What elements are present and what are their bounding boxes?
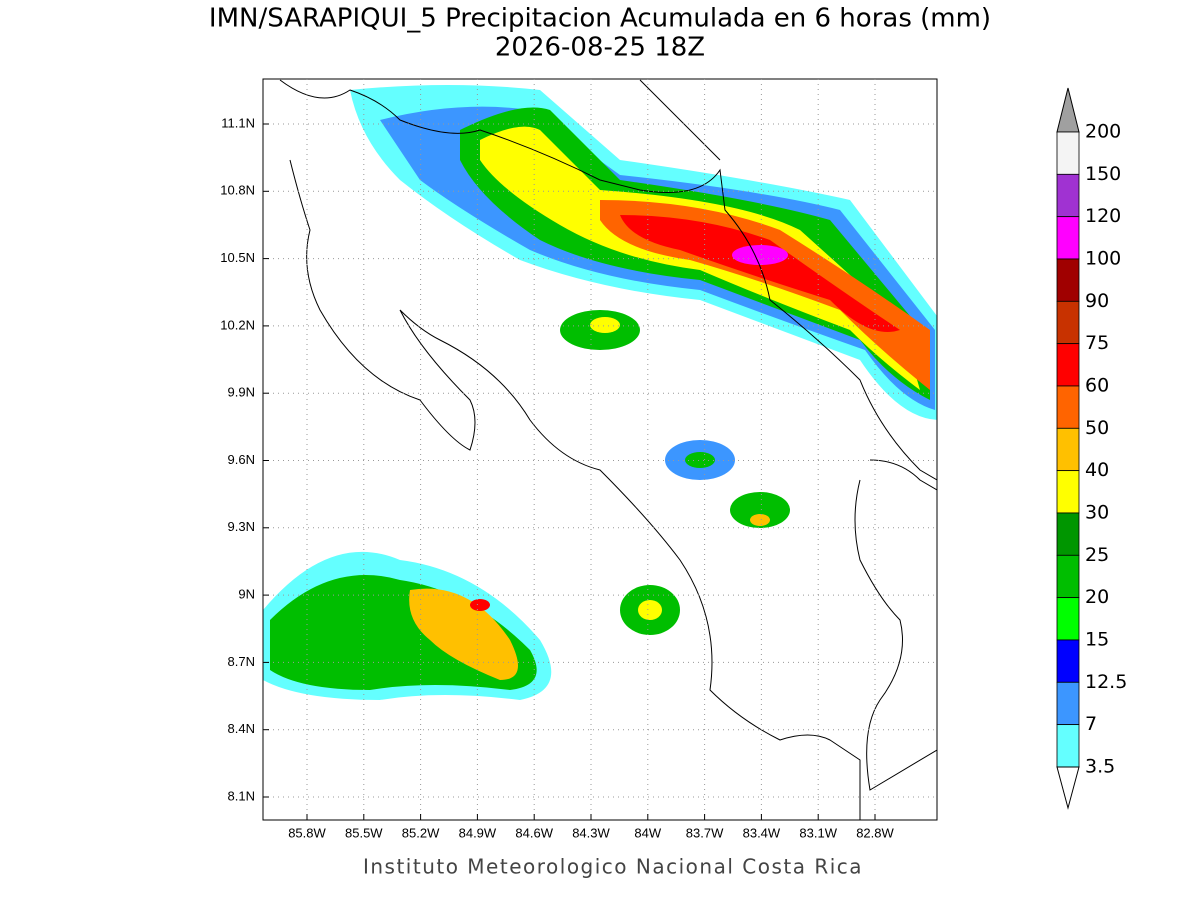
lon-label: 84.9W — [459, 825, 497, 840]
colorbar-label: 60 — [1085, 374, 1109, 396]
lon-label: 83.4W — [743, 825, 781, 840]
colorbar-box — [1056, 470, 1080, 514]
colorbar-label: 200 — [1085, 121, 1121, 143]
colorbar-box — [1056, 258, 1080, 302]
colorbar-label: 7 — [1085, 713, 1097, 735]
lat-label: 10.2N — [220, 317, 255, 332]
colorbar-box — [1056, 173, 1080, 218]
lat-label: 10.5N — [220, 250, 255, 265]
lon-label: 82.8W — [856, 825, 894, 840]
colorbar-box — [1056, 216, 1080, 260]
lat-label: 8.4N — [228, 721, 255, 736]
colorbar-label: 120 — [1085, 205, 1121, 227]
colorbar-box — [1056, 512, 1080, 556]
colorbar-label: 150 — [1085, 163, 1121, 185]
colorbar-label: 12.5 — [1085, 671, 1127, 693]
colorbar-label: 100 — [1085, 247, 1121, 269]
lat-label: 9.3N — [228, 519, 255, 534]
colorbar-label: 75 — [1085, 332, 1109, 354]
lon-label: 84W — [634, 825, 661, 840]
colorbar-box — [1056, 427, 1080, 472]
colorbar-label: 30 — [1085, 501, 1109, 523]
lon-label: 83.7W — [686, 825, 724, 840]
colorbar-label: 40 — [1085, 459, 1109, 481]
colorbar-box — [1056, 554, 1080, 599]
colorbar-label: 25 — [1085, 544, 1109, 566]
colorbar-under — [1056, 766, 1080, 810]
lat-label: 9N — [238, 587, 255, 602]
colorbar-box — [1056, 385, 1080, 429]
lon-label: 85.8W — [288, 825, 326, 840]
lat-label: 11.1N — [221, 115, 255, 130]
colorbar-box — [1056, 343, 1080, 387]
map-frame — [262, 78, 938, 821]
precip-field — [263, 85, 937, 700]
colorbar-box — [1056, 639, 1080, 683]
lat-label: 10.8N — [220, 183, 255, 198]
lat-label: 8.1N — [228, 788, 255, 803]
colorbar-box — [1056, 131, 1080, 175]
lon-label: 85.2W — [402, 825, 440, 840]
colorbar-box — [1056, 724, 1080, 768]
lat-label: 8.7N — [228, 654, 255, 669]
lon-label: 84.3W — [572, 825, 610, 840]
lat-label: 9.9N — [228, 385, 255, 400]
subtitle: 2026-08-25 18Z — [495, 33, 705, 63]
colorbar-label: 20 — [1085, 586, 1109, 608]
colorbar-label: 90 — [1085, 290, 1109, 312]
colorbar-over — [1056, 87, 1080, 133]
lon-label: 84.6W — [515, 825, 553, 840]
lon-label: 83.1W — [799, 825, 837, 840]
colorbar-box — [1056, 681, 1080, 726]
colorbar-label: 3.5 — [1085, 755, 1115, 777]
colorbar-box — [1056, 597, 1080, 641]
footer: Instituto Meteorologico Nacional Costa R… — [363, 855, 863, 879]
colorbar-label: 15 — [1085, 628, 1109, 650]
colorbar-box — [1056, 300, 1080, 345]
title: IMN/SARAPIQUI_5 Precipitacion Acumulada … — [209, 4, 991, 34]
lat-label: 9.6N — [228, 452, 255, 467]
map — [262, 78, 938, 821]
lon-label: 85.5W — [345, 825, 383, 840]
coastline — [279, 79, 937, 820]
colorbar-label: 50 — [1085, 417, 1109, 439]
